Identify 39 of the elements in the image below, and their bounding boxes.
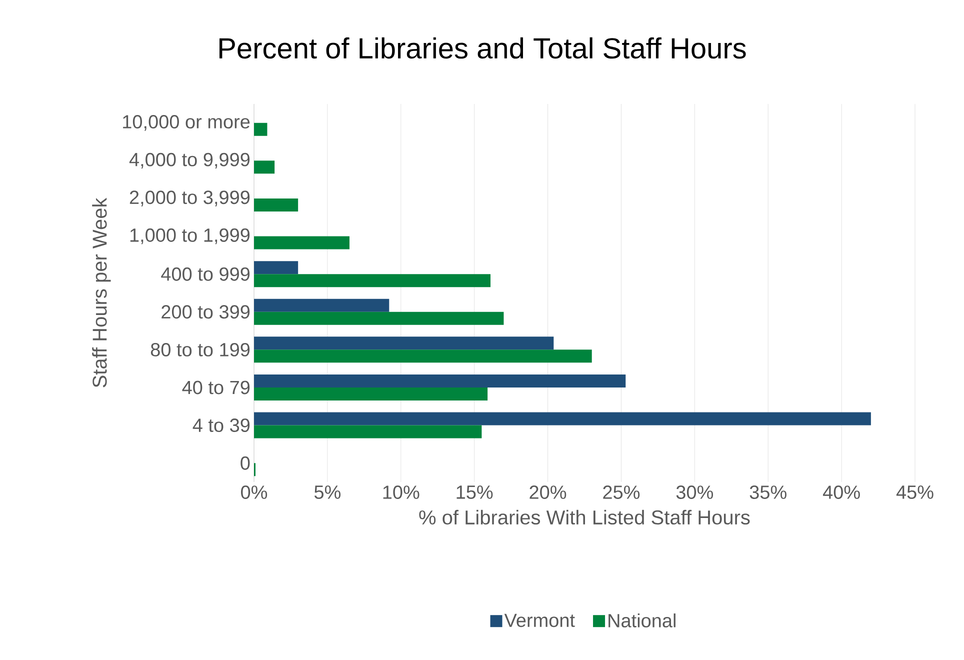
bar — [254, 160, 275, 174]
bar — [254, 312, 504, 325]
legend-label: Vermont — [504, 614, 575, 628]
x-tick-label: 15% — [456, 486, 493, 499]
bar — [254, 387, 488, 400]
bar — [254, 412, 871, 426]
y-tick-label: 4,000 to 9,999 — [129, 152, 250, 169]
x-tick-label: 40% — [822, 486, 860, 499]
x-tick-label: 45% — [896, 486, 934, 499]
y-tick-label: 40 to 79 — [182, 380, 250, 394]
y-tick-label: 10,000 or more — [123, 115, 250, 131]
x-tick-label: 10% — [383, 486, 420, 499]
y-tick-label: 200 to 399 — [162, 305, 250, 319]
x-tick-label: 20% — [530, 486, 566, 499]
bar — [254, 374, 626, 388]
y-tick-label: 400 to 999 — [161, 267, 250, 281]
bar — [254, 298, 390, 312]
bar — [254, 425, 482, 438]
x-tick-label: 0% — [241, 486, 268, 499]
x-tick-label: 5% — [314, 486, 340, 499]
bar — [254, 261, 298, 274]
bar — [254, 274, 490, 288]
y-tick-label: 2,000 to 3,999 — [130, 190, 250, 206]
bar — [254, 198, 298, 212]
y-tick-label: 1,000 to 1,999 — [130, 228, 250, 244]
bar — [254, 350, 592, 363]
bar — [254, 336, 554, 350]
y-tick-label: 4 to 39 — [192, 418, 250, 432]
x-tick-label: 30% — [676, 486, 713, 499]
y-tick-label: 80 to to 199 — [150, 342, 250, 356]
bar — [254, 236, 350, 250]
legend-label: National — [608, 613, 676, 628]
x-axis-title: % of Libraries With Listed Staff Hours — [419, 510, 750, 525]
x-tick-label: 35% — [750, 486, 786, 499]
y-axis-title: Staff Hours per Week — [92, 198, 111, 388]
x-tick-label: 25% — [603, 486, 640, 499]
chart-title: Percent of Libraries and Total Staff Hours — [219, 37, 746, 59]
bar — [254, 122, 268, 136]
y-tick-label: 0 — [240, 456, 250, 470]
